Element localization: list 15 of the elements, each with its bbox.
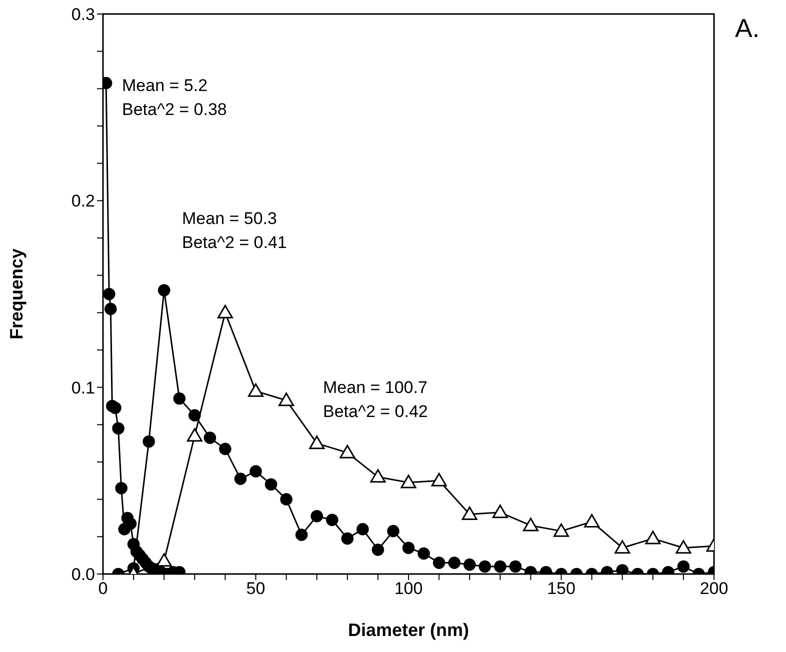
x-axis-title: Diameter (nm) xyxy=(348,620,470,640)
annotation: Mean = 5.2 Beta^2 = 0.38 xyxy=(122,75,227,121)
y-tick-label: 0.3 xyxy=(71,5,95,24)
y-tick-label: 0.0 xyxy=(71,565,95,584)
x-tick-label: 0 xyxy=(98,579,108,598)
y-axis-title: Frequency xyxy=(6,248,26,340)
text: A. xyxy=(735,13,760,43)
y-tick-label: 0.2 xyxy=(71,192,95,211)
y-tick-label: 0.1 xyxy=(71,378,95,398)
x-tick-label: 200 xyxy=(700,579,728,598)
annotation: Mean = 100.7 Beta^2 = 0.42 xyxy=(323,377,428,423)
x-tick-label: 50 xyxy=(246,579,266,598)
x-tick-label: 150 xyxy=(547,579,576,598)
annotation: Mean = 50.3 Beta^2 = 0.41 xyxy=(182,208,287,254)
x-tick-label: 100 xyxy=(394,579,423,598)
